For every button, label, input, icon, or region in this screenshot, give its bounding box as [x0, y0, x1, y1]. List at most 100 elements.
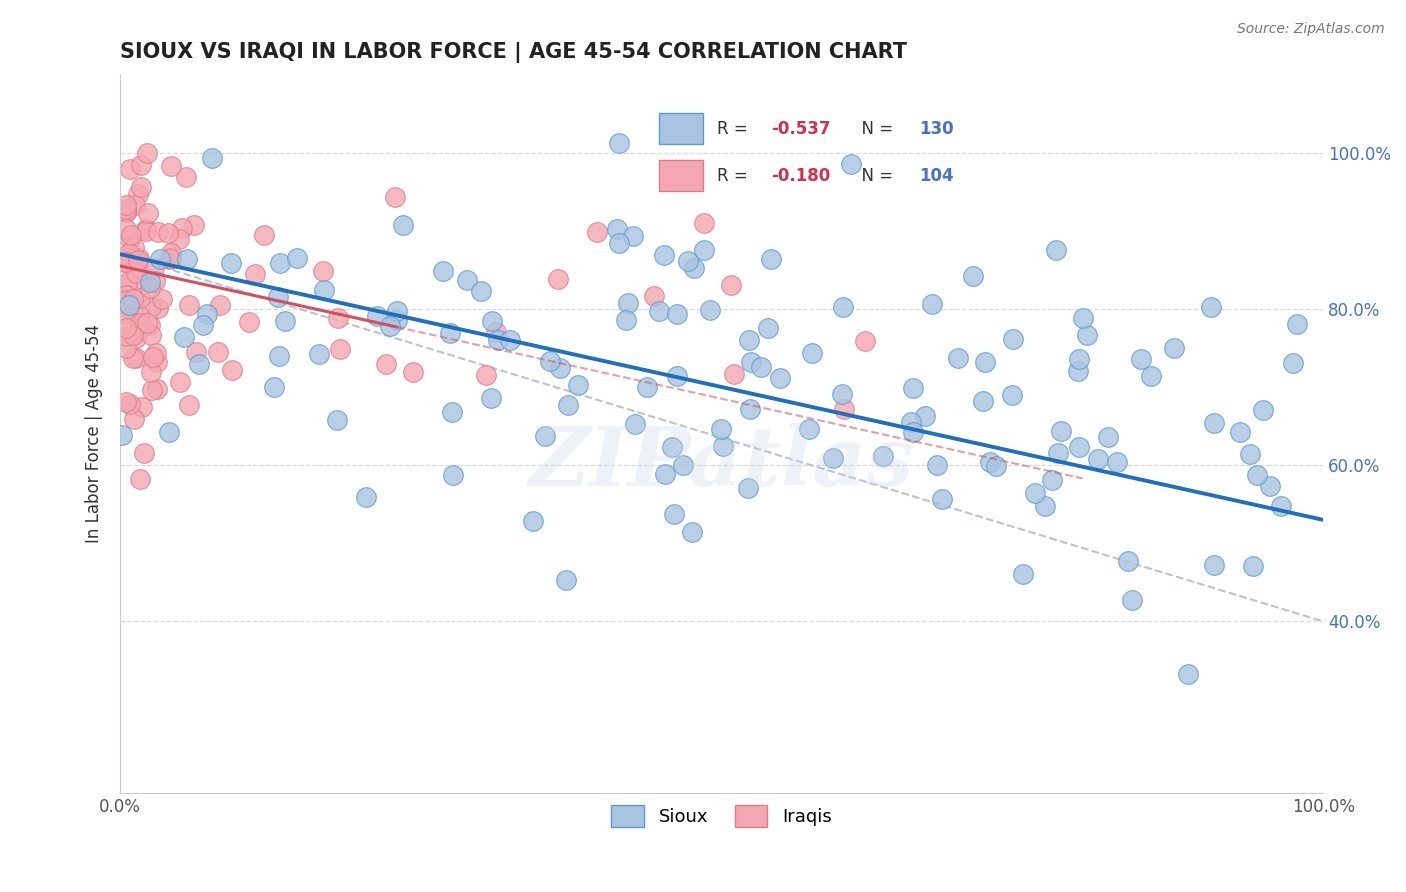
- Point: [122, 240, 145, 254]
- Point: [740, 355, 762, 369]
- Point: [142, 350, 165, 364]
- Point: [167, 232, 190, 246]
- Point: [1001, 388, 1024, 402]
- Point: [159, 251, 181, 265]
- Point: [974, 355, 997, 369]
- Point: [683, 260, 706, 275]
- Point: [253, 227, 276, 242]
- Point: [122, 328, 145, 343]
- Point: [127, 260, 149, 275]
- Point: [1087, 452, 1109, 467]
- Point: [901, 381, 924, 395]
- Point: [378, 319, 401, 334]
- Point: [269, 256, 291, 270]
- Point: [120, 228, 142, 243]
- Point: [115, 278, 138, 293]
- Point: [132, 446, 155, 460]
- Point: [614, 313, 637, 327]
- Point: [135, 224, 157, 238]
- Point: [124, 412, 146, 426]
- Point: [143, 274, 166, 288]
- Point: [157, 226, 180, 240]
- Y-axis label: In Labor Force | Age 45-54: In Labor Force | Age 45-54: [86, 325, 103, 543]
- Point: [129, 322, 152, 336]
- Point: [1097, 429, 1119, 443]
- Point: [441, 405, 464, 419]
- Point: [273, 313, 295, 327]
- Point: [115, 202, 138, 216]
- Point: [139, 281, 162, 295]
- Point: [1050, 424, 1073, 438]
- Point: [160, 246, 183, 260]
- Point: [666, 368, 689, 383]
- Point: [486, 333, 509, 347]
- Point: [174, 169, 197, 184]
- Point: [533, 429, 555, 443]
- Point: [672, 458, 695, 473]
- Point: [661, 440, 683, 454]
- Point: [184, 345, 207, 359]
- Point: [115, 295, 138, 310]
- Point: [1239, 447, 1261, 461]
- Point: [326, 413, 349, 427]
- Point: [1270, 499, 1292, 513]
- Point: [146, 355, 169, 369]
- Point: [145, 346, 167, 360]
- Point: [681, 525, 703, 540]
- Point: [312, 283, 335, 297]
- Point: [769, 371, 792, 385]
- Point: [1116, 554, 1139, 568]
- Point: [1105, 454, 1128, 468]
- Point: [125, 266, 148, 280]
- Point: [128, 316, 150, 330]
- Point: [636, 380, 658, 394]
- Point: [129, 158, 152, 172]
- Point: [914, 409, 936, 423]
- Point: [834, 402, 856, 417]
- Point: [136, 316, 159, 330]
- Point: [139, 275, 162, 289]
- Point: [172, 221, 194, 235]
- Point: [470, 284, 492, 298]
- Point: [821, 450, 844, 465]
- Point: [710, 422, 733, 436]
- Point: [586, 225, 609, 239]
- Point: [475, 368, 498, 382]
- Point: [441, 468, 464, 483]
- Point: [723, 367, 745, 381]
- Point: [115, 205, 138, 219]
- Point: [567, 378, 589, 392]
- Point: [1121, 592, 1143, 607]
- Point: [269, 350, 291, 364]
- Text: SIOUX VS IRAQI IN LABOR FORCE | AGE 45-54 CORRELATION CHART: SIOUX VS IRAQI IN LABOR FORCE | AGE 45-5…: [120, 42, 907, 62]
- Point: [853, 334, 876, 349]
- Point: [1047, 446, 1070, 460]
- Point: [146, 382, 169, 396]
- Point: [1199, 300, 1222, 314]
- Point: [128, 308, 150, 322]
- Point: [1204, 416, 1226, 430]
- Point: [139, 318, 162, 333]
- Point: [756, 320, 779, 334]
- Point: [481, 314, 503, 328]
- Point: [557, 398, 579, 412]
- Point: [522, 514, 544, 528]
- Point: [927, 458, 949, 472]
- Text: Source: ZipAtlas.com: Source: ZipAtlas.com: [1237, 22, 1385, 37]
- Point: [328, 311, 350, 326]
- Point: [141, 383, 163, 397]
- Point: [125, 351, 148, 366]
- Point: [1129, 352, 1152, 367]
- Point: [485, 325, 508, 339]
- Point: [547, 272, 569, 286]
- Point: [115, 320, 138, 334]
- Point: [125, 331, 148, 345]
- Point: [160, 252, 183, 266]
- Point: [1067, 364, 1090, 378]
- Point: [146, 301, 169, 315]
- Point: [548, 361, 571, 376]
- Point: [120, 396, 142, 410]
- Point: [738, 402, 761, 417]
- Point: [979, 455, 1001, 469]
- Point: [900, 416, 922, 430]
